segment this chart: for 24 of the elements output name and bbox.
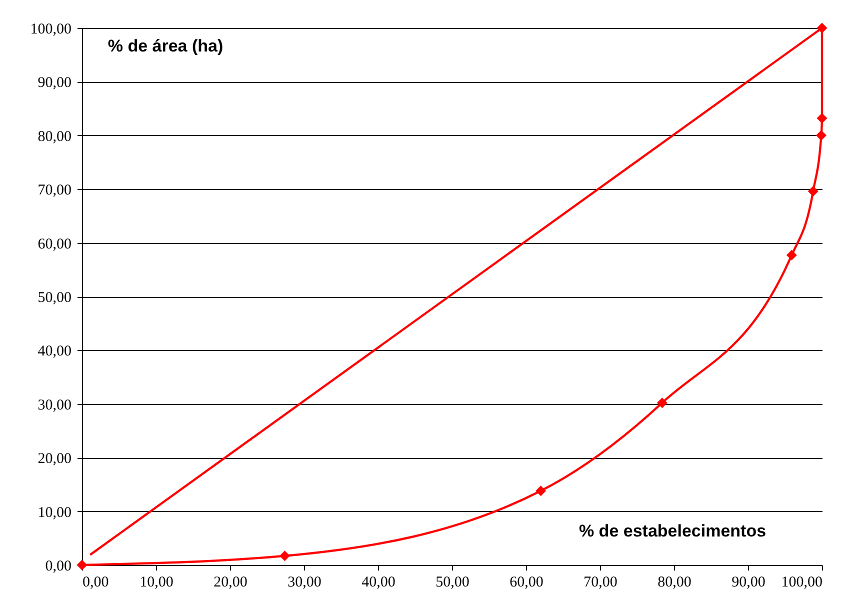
y-tick-label: 80,00 <box>38 128 72 145</box>
y-axis-title: % de área (ha) <box>108 36 224 56</box>
x-tick-label: 50,00 <box>436 574 470 590</box>
y-tick-label: 70,00 <box>38 182 72 199</box>
y-tick-label: 10,00 <box>38 504 72 521</box>
y-tick-label: 30,00 <box>38 397 72 414</box>
x-tick-label: 40,00 <box>362 574 396 590</box>
x-tick-label: 30,00 <box>288 574 322 590</box>
x-tick-label: 0,00 <box>82 574 109 590</box>
x-tick-label: 100,00 <box>781 574 822 590</box>
x-tick-label: 80,00 <box>658 574 692 590</box>
x-tick-label: 60,00 <box>510 574 544 590</box>
y-tick-label: 50,00 <box>38 290 72 306</box>
x-tick-label: 70,00 <box>584 574 618 590</box>
y-tick-label: 60,00 <box>38 236 72 252</box>
y-tick-label: 100,00 <box>30 22 72 38</box>
x-tick-label: 10,00 <box>140 574 174 590</box>
x-tick-label: 20,00 <box>214 574 248 590</box>
x-tick-label: 90,00 <box>732 574 766 590</box>
y-tick-label: 90,00 <box>38 75 72 92</box>
y-tick-label: 40,00 <box>38 344 72 360</box>
y-tick-label: 20,00 <box>38 451 72 468</box>
x-axis-title: % de estabelecimentos <box>578 522 766 540</box>
y-tick-label: 0,00 <box>45 558 72 574</box>
